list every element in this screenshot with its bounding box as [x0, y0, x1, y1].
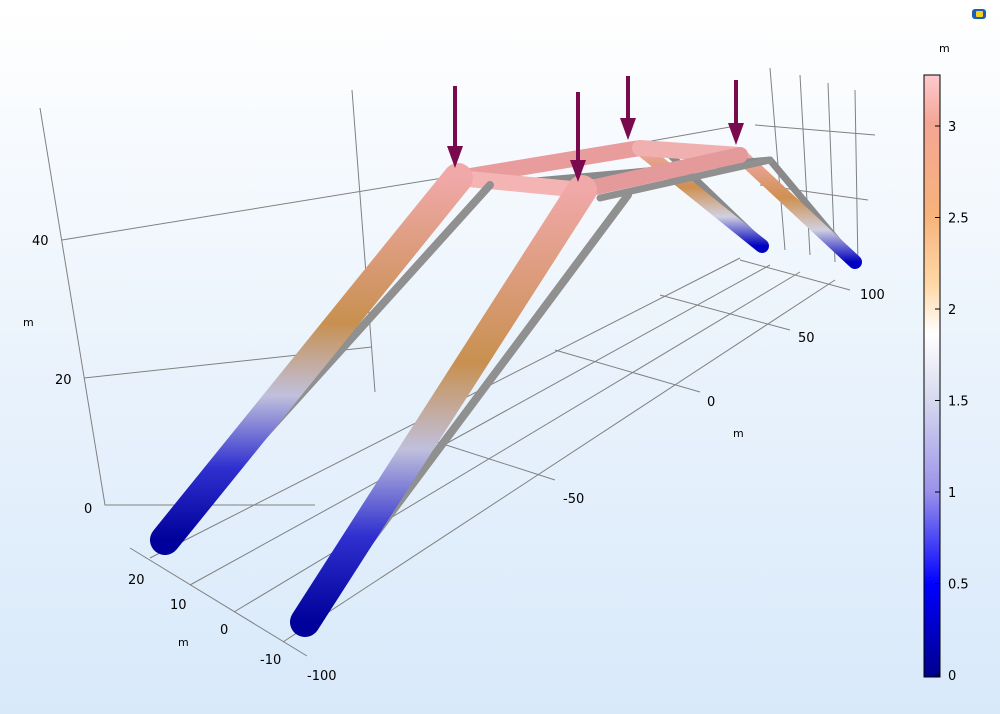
colorbar-tick-label: 3: [948, 120, 956, 135]
z-tick: 20: [55, 373, 72, 388]
z-tick: 40: [32, 234, 49, 249]
colorbar-rect: [923, 74, 941, 678]
colorbar-tick-label: 2: [948, 303, 956, 318]
colorbar-tick-label: 0: [948, 669, 956, 684]
x-unit: m: [733, 427, 744, 440]
x-tick: -50: [563, 492, 584, 507]
front-leg: [290, 175, 597, 637]
colorbar-tick-label: 1: [948, 486, 956, 501]
back-leg: [733, 148, 862, 269]
x-axis-labels: -100 -50 0 50 100 m: [307, 288, 885, 684]
top-beam: [450, 170, 590, 198]
top-beam: [574, 147, 748, 198]
z-axis-labels: 40 20 0 m: [23, 234, 92, 517]
colorbar-tick-label: 2.5: [948, 212, 969, 227]
y-tick: 20: [128, 573, 145, 588]
structure: [150, 140, 862, 637]
x-tick: -100: [307, 669, 337, 684]
y-axis-labels: 20 10 0 -10 m: [128, 573, 281, 668]
x-tick: 50: [798, 331, 815, 346]
x-tick: 0: [707, 395, 715, 410]
app-logo-icon: [972, 9, 986, 19]
front-leg: [150, 163, 473, 555]
y-tick: 0: [220, 623, 228, 638]
y-tick: -10: [260, 653, 281, 668]
y-unit: m: [178, 636, 189, 649]
colorbar-unit: m: [939, 42, 950, 55]
colorbar-tick-label: 0.5: [948, 578, 969, 593]
back-leg: [633, 141, 769, 253]
load-arrows: [447, 76, 744, 182]
z-tick: 0: [84, 502, 92, 517]
load-arrow-icon: [728, 80, 744, 145]
colorbar: m 0 0.5 1 1.5 2 2.5 3: [923, 42, 969, 684]
z-unit: m: [23, 316, 34, 329]
load-arrow-icon: [447, 86, 463, 168]
x-tick: 100: [860, 288, 885, 303]
colorbar-tick-label: 1.5: [948, 395, 969, 410]
load-arrow-icon: [570, 92, 586, 182]
y-tick: 10: [170, 598, 187, 613]
load-arrow-icon: [620, 76, 636, 140]
